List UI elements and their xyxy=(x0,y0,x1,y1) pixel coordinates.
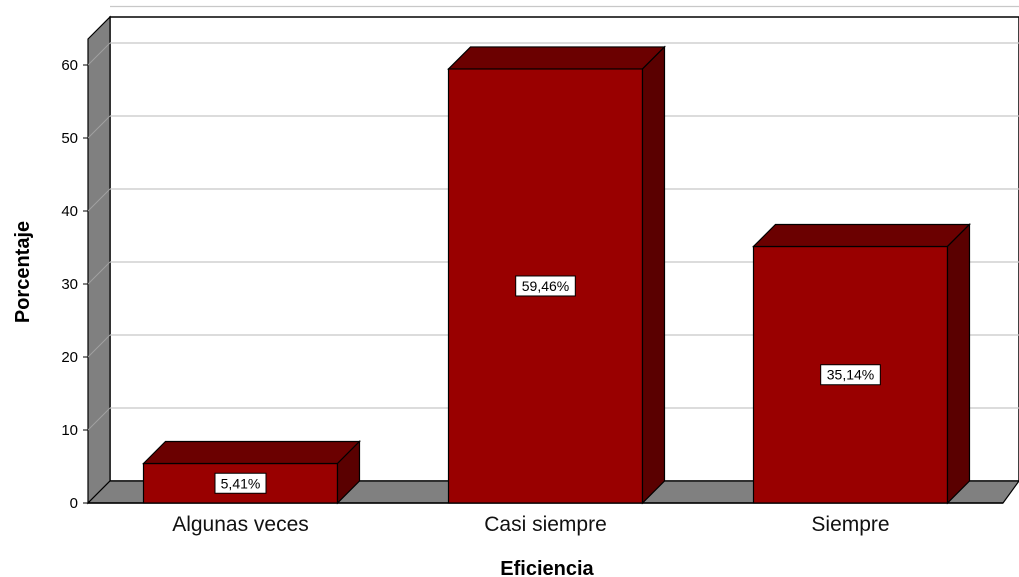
y-tick-label: 50 xyxy=(61,130,78,147)
data-label-text: 5,41% xyxy=(221,475,261,491)
bar xyxy=(752,223,971,505)
bar-top xyxy=(752,223,971,248)
data-label: 35,14% xyxy=(820,364,881,386)
y-tick-label: 0 xyxy=(70,495,78,512)
data-label-box xyxy=(515,275,576,297)
bar xyxy=(447,45,666,505)
data-label-box xyxy=(820,364,881,386)
side-wall xyxy=(87,15,111,505)
bar-side xyxy=(946,223,971,505)
bar-side xyxy=(336,440,361,505)
data-label-text: 35,14% xyxy=(827,367,874,383)
side-gridline xyxy=(87,407,111,431)
x-tick-label: Siempre xyxy=(811,513,889,536)
bar-side xyxy=(641,45,666,505)
bar-top xyxy=(142,440,361,465)
x-tick-label: Casi siempre xyxy=(484,513,607,536)
data-label: 5,41% xyxy=(214,472,267,494)
bar-top xyxy=(447,46,666,70)
side-gridline xyxy=(87,334,111,358)
y-axis-title: Porcentaje xyxy=(12,221,34,323)
data-label: 59,46% xyxy=(515,275,576,297)
x-axis-title: Eficiencia xyxy=(500,558,594,577)
y-axis-ticks: 0 10 20 30 40 50 60 xyxy=(61,57,88,512)
side-gridline xyxy=(87,188,111,212)
data-labels: 5,41% 59,46% 35,14% xyxy=(214,275,881,494)
y-tick-label: 20 xyxy=(61,349,78,366)
y-tick-label: 10 xyxy=(61,422,78,439)
y-tick-label: 60 xyxy=(61,57,78,74)
side-gridline xyxy=(87,42,111,66)
x-tick-label: Algunas veces xyxy=(172,513,309,536)
side-gridline xyxy=(87,115,111,139)
y-tick-label: 40 xyxy=(61,203,78,220)
data-label-text: 59,46% xyxy=(522,278,569,294)
y-tick-label: 30 xyxy=(61,276,78,293)
side-gridline xyxy=(87,261,111,285)
bar xyxy=(142,440,361,505)
x-axis-ticks: Algunas veces Casi siempre Siempre xyxy=(172,513,889,536)
data-label-box xyxy=(214,472,267,494)
